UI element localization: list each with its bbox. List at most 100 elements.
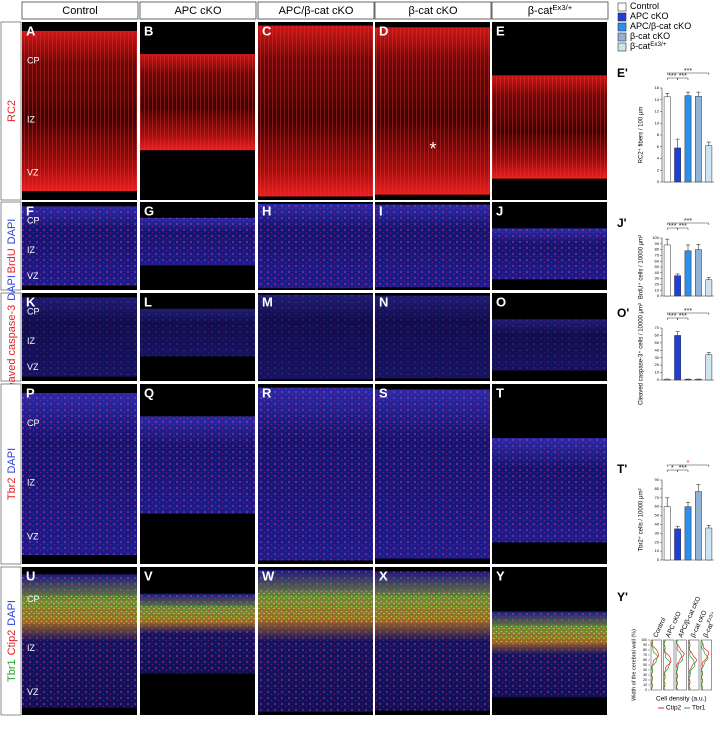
legend-text: β-catEx3/+ [630, 41, 667, 52]
label-text: Control [630, 1, 659, 11]
bar [705, 279, 713, 297]
bar [663, 244, 671, 297]
panel-letter: B [144, 23, 153, 38]
significance-bracket [677, 469, 689, 472]
row-label-part: DAPI [6, 600, 18, 626]
bar [695, 95, 702, 183]
header-box [257, 1, 375, 20]
panel-letter: D [379, 23, 388, 38]
y-tick-label: 20 [655, 362, 660, 367]
y-tick-label: 10 [655, 370, 660, 375]
row-label-part: Tbr2 [6, 478, 18, 501]
panel-letter: J [496, 203, 503, 218]
y-tick-label: 80 [655, 486, 660, 491]
panel-letter: M [262, 294, 273, 309]
legend-text: Control [630, 1, 659, 11]
tissue-texture [492, 75, 607, 179]
label-sup: Ex3/+ [552, 3, 572, 12]
row-label-box [0, 566, 22, 716]
tissue-texture [22, 206, 137, 286]
bar [684, 506, 692, 561]
tissue-texture [22, 393, 137, 555]
significance-label: *** [684, 68, 692, 75]
legend-text: APC/β-cat cKO [630, 21, 691, 31]
label-text: APC cKO [630, 11, 669, 21]
significance-bracket [666, 72, 710, 75]
label-text: β-cat cKO [630, 31, 670, 41]
y-tick-label: 60 [655, 332, 660, 337]
significance-label: *** [679, 223, 687, 230]
y-tick-label: 4 [657, 156, 660, 161]
label-text: β-cat cKO [408, 5, 458, 17]
tissue-texture [492, 319, 607, 371]
y-tick-label: 50 [655, 513, 660, 518]
tissue-texture [258, 294, 373, 380]
row-label: Tbr2 DAPI [6, 448, 18, 500]
y-tick-label: 10 [643, 683, 647, 687]
significance-label: * [687, 460, 690, 467]
tissue-texture [375, 204, 490, 288]
y-tick-label: 0 [657, 179, 660, 184]
profile-curve [651, 639, 658, 691]
layer-label: CP [27, 594, 40, 604]
significance-bracket [677, 227, 689, 230]
y-tick-label: 0 [657, 557, 660, 562]
bar [695, 491, 702, 561]
tissue-texture [140, 308, 255, 357]
layer-label: CP [27, 216, 40, 226]
row-label-box [0, 21, 22, 201]
column-header: β-catEx3/+ [528, 3, 573, 17]
significance-label: *** [684, 308, 692, 315]
legend-text: Tbr1 [692, 705, 706, 712]
row-label-part: RC2 [6, 100, 18, 122]
header-box [21, 1, 139, 20]
significance-label: *** [679, 313, 687, 320]
layer-label: IZ [27, 114, 36, 124]
y-tick-label: 0 [657, 293, 660, 298]
marker-band [258, 591, 373, 623]
panel-letter: P [26, 385, 35, 400]
row-label-part: BrdU [6, 248, 18, 273]
y-tick-label: 60 [655, 504, 660, 509]
significance-label: *** [668, 223, 676, 230]
panel-letter: W [262, 568, 275, 583]
profile-curve [663, 639, 672, 691]
column-header: Control [62, 5, 97, 17]
y-tick-label: 40 [655, 270, 660, 275]
y-tick-label: 60 [655, 258, 660, 263]
profile-curve [676, 639, 683, 691]
tissue-texture [492, 228, 607, 280]
bar [674, 275, 681, 297]
marker-band [140, 605, 255, 624]
marker-band [492, 624, 607, 644]
y-tick-label: 30 [655, 355, 660, 360]
y-tick-label: 70 [643, 653, 647, 657]
panel-letter: K [26, 294, 36, 309]
tissue-texture [258, 387, 373, 561]
y-tick-label: 12 [655, 109, 660, 114]
bar [684, 250, 692, 297]
panel-letter: O [496, 294, 506, 309]
bar [663, 506, 671, 561]
y-tick-label: 10 [655, 120, 660, 125]
header-box [374, 1, 492, 20]
x-axis-label: Cell density (a.u.) [656, 696, 707, 703]
row-label-part: Tbr1 [6, 659, 18, 682]
row-label: RC2 [6, 100, 18, 122]
y-tick-label: 20 [655, 539, 660, 544]
bar [705, 145, 713, 183]
label-text: β-cat [630, 41, 651, 51]
row-label-part: Ctip2 [6, 630, 18, 656]
tissue-texture [140, 54, 255, 151]
significance-label: *** [679, 73, 687, 80]
y-tick-label: 20 [655, 281, 660, 286]
y-tick-label: 60 [643, 658, 647, 662]
y-tick-label: 50 [655, 264, 660, 269]
tissue-texture [140, 217, 255, 266]
panel-letter: I [379, 203, 383, 218]
panel-letter: V [144, 568, 153, 583]
label-text: APC cKO [174, 5, 222, 17]
tissue-texture [22, 30, 137, 192]
profile-curve [676, 639, 685, 691]
panel-letter: Y [496, 568, 505, 583]
